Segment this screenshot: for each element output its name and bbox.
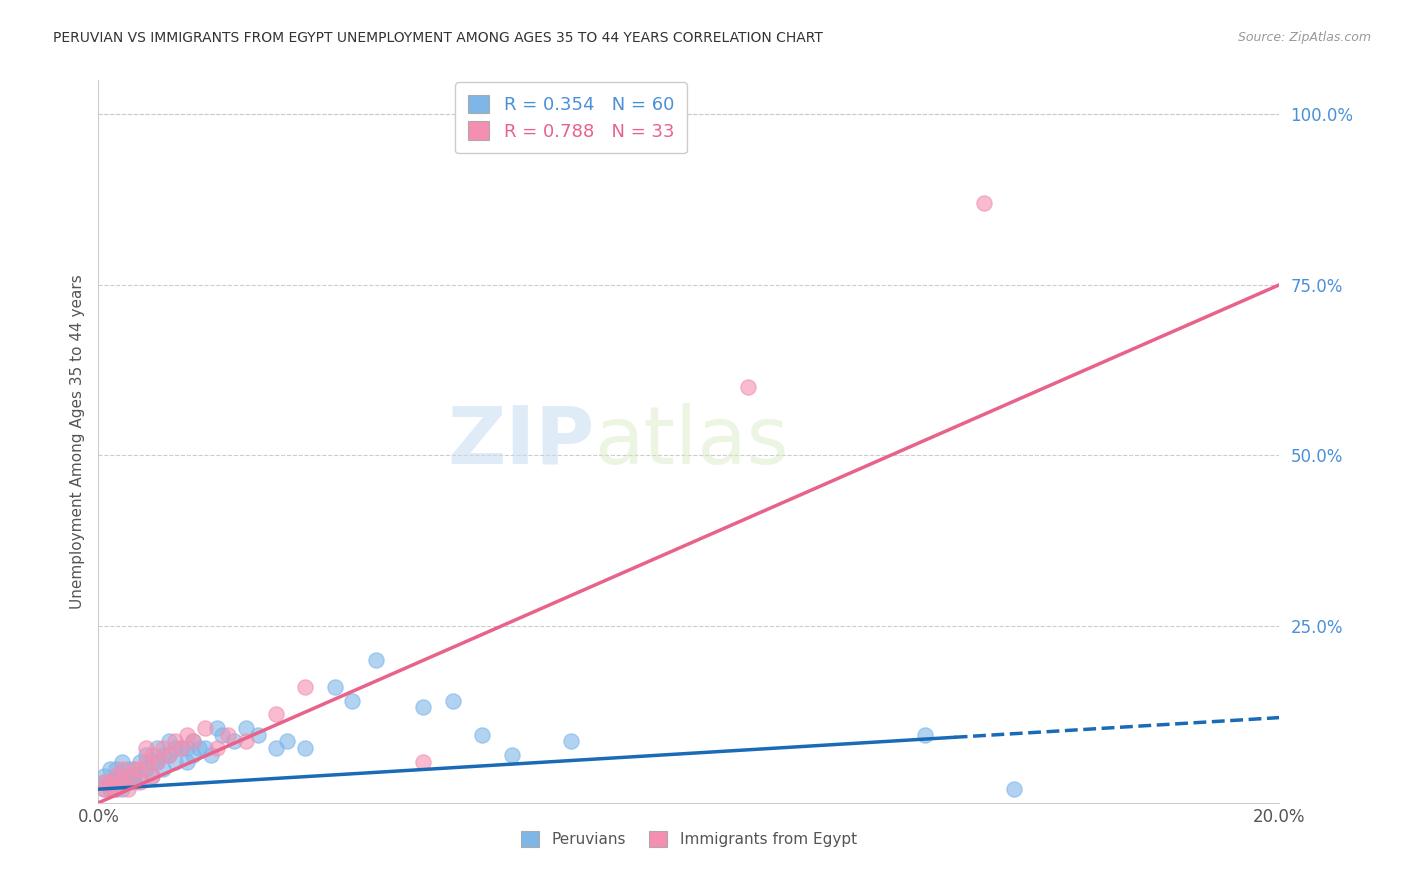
- Point: [205, 741, 228, 756]
- Point: [141, 748, 163, 763]
- Point: [176, 741, 198, 756]
- Point: [323, 680, 346, 694]
- Point: [146, 755, 169, 769]
- Point: [181, 734, 204, 748]
- Point: [165, 755, 187, 769]
- Point: [211, 728, 233, 742]
- Point: [141, 768, 163, 782]
- Point: [181, 748, 204, 763]
- Point: [122, 775, 145, 789]
- Point: [152, 748, 174, 763]
- Point: [235, 721, 257, 735]
- Text: PERUVIAN VS IMMIGRANTS FROM EGYPT UNEMPLOYMENT AMONG AGES 35 TO 44 YEARS CORRELA: PERUVIAN VS IMMIGRANTS FROM EGYPT UNEMPL…: [53, 31, 824, 45]
- Point: [111, 762, 134, 776]
- Point: [111, 775, 134, 789]
- Point: [117, 775, 139, 789]
- Point: [98, 762, 121, 776]
- Point: [111, 768, 134, 782]
- Point: [170, 741, 193, 756]
- Text: ZIP: ZIP: [447, 402, 595, 481]
- Point: [141, 768, 163, 782]
- Point: [294, 741, 316, 756]
- Point: [146, 755, 169, 769]
- Point: [111, 775, 134, 789]
- Point: [181, 734, 204, 748]
- Point: [135, 762, 157, 776]
- Point: [224, 734, 246, 748]
- Point: [246, 728, 269, 742]
- Point: [122, 762, 145, 776]
- Point: [187, 741, 209, 756]
- Point: [157, 748, 180, 763]
- Point: [200, 748, 222, 763]
- Point: [128, 762, 150, 776]
- Point: [135, 741, 157, 756]
- Point: [560, 734, 582, 748]
- Legend: Peruvians, Immigrants from Egypt: Peruvians, Immigrants from Egypt: [515, 825, 863, 853]
- Text: Source: ZipAtlas.com: Source: ZipAtlas.com: [1237, 31, 1371, 45]
- Point: [135, 755, 157, 769]
- Point: [98, 782, 121, 797]
- Point: [117, 768, 139, 782]
- Point: [165, 734, 187, 748]
- Point: [412, 755, 434, 769]
- Point: [152, 741, 174, 756]
- Point: [914, 728, 936, 742]
- Point: [98, 782, 121, 797]
- Point: [217, 728, 239, 742]
- Point: [111, 782, 134, 797]
- Point: [135, 748, 157, 763]
- Point: [165, 741, 187, 756]
- Point: [471, 728, 494, 742]
- Point: [105, 762, 128, 776]
- Point: [152, 762, 174, 776]
- Point: [105, 782, 128, 797]
- Point: [105, 768, 128, 782]
- Point: [194, 721, 217, 735]
- Point: [128, 755, 150, 769]
- Point: [93, 782, 115, 797]
- Point: [93, 782, 115, 797]
- Text: atlas: atlas: [595, 402, 789, 481]
- Point: [105, 768, 128, 782]
- Point: [157, 734, 180, 748]
- Point: [117, 762, 139, 776]
- Point: [122, 762, 145, 776]
- Point: [93, 768, 115, 782]
- Point: [235, 734, 257, 748]
- Point: [128, 768, 150, 782]
- Point: [264, 707, 287, 722]
- Point: [122, 768, 145, 782]
- Point: [412, 700, 434, 714]
- Point: [205, 721, 228, 735]
- Point: [105, 775, 128, 789]
- Point: [98, 775, 121, 789]
- Point: [501, 748, 523, 763]
- Point: [170, 741, 193, 756]
- Point: [111, 755, 134, 769]
- Point: [157, 748, 180, 763]
- Point: [93, 775, 115, 789]
- Point: [276, 734, 298, 748]
- Point: [1002, 782, 1025, 797]
- Point: [141, 755, 163, 769]
- Point: [364, 653, 387, 667]
- Point: [146, 741, 169, 756]
- Point: [194, 741, 217, 756]
- Point: [98, 775, 121, 789]
- Y-axis label: Unemployment Among Ages 35 to 44 years: Unemployment Among Ages 35 to 44 years: [69, 274, 84, 609]
- Point: [117, 782, 139, 797]
- Point: [128, 775, 150, 789]
- Point: [105, 782, 128, 797]
- Point: [264, 741, 287, 756]
- Point: [176, 728, 198, 742]
- Point: [441, 693, 464, 707]
- Point: [117, 768, 139, 782]
- Point: [737, 380, 759, 394]
- Point: [973, 196, 995, 211]
- Point: [176, 755, 198, 769]
- Point: [93, 775, 115, 789]
- Point: [342, 693, 364, 707]
- Point: [294, 680, 316, 694]
